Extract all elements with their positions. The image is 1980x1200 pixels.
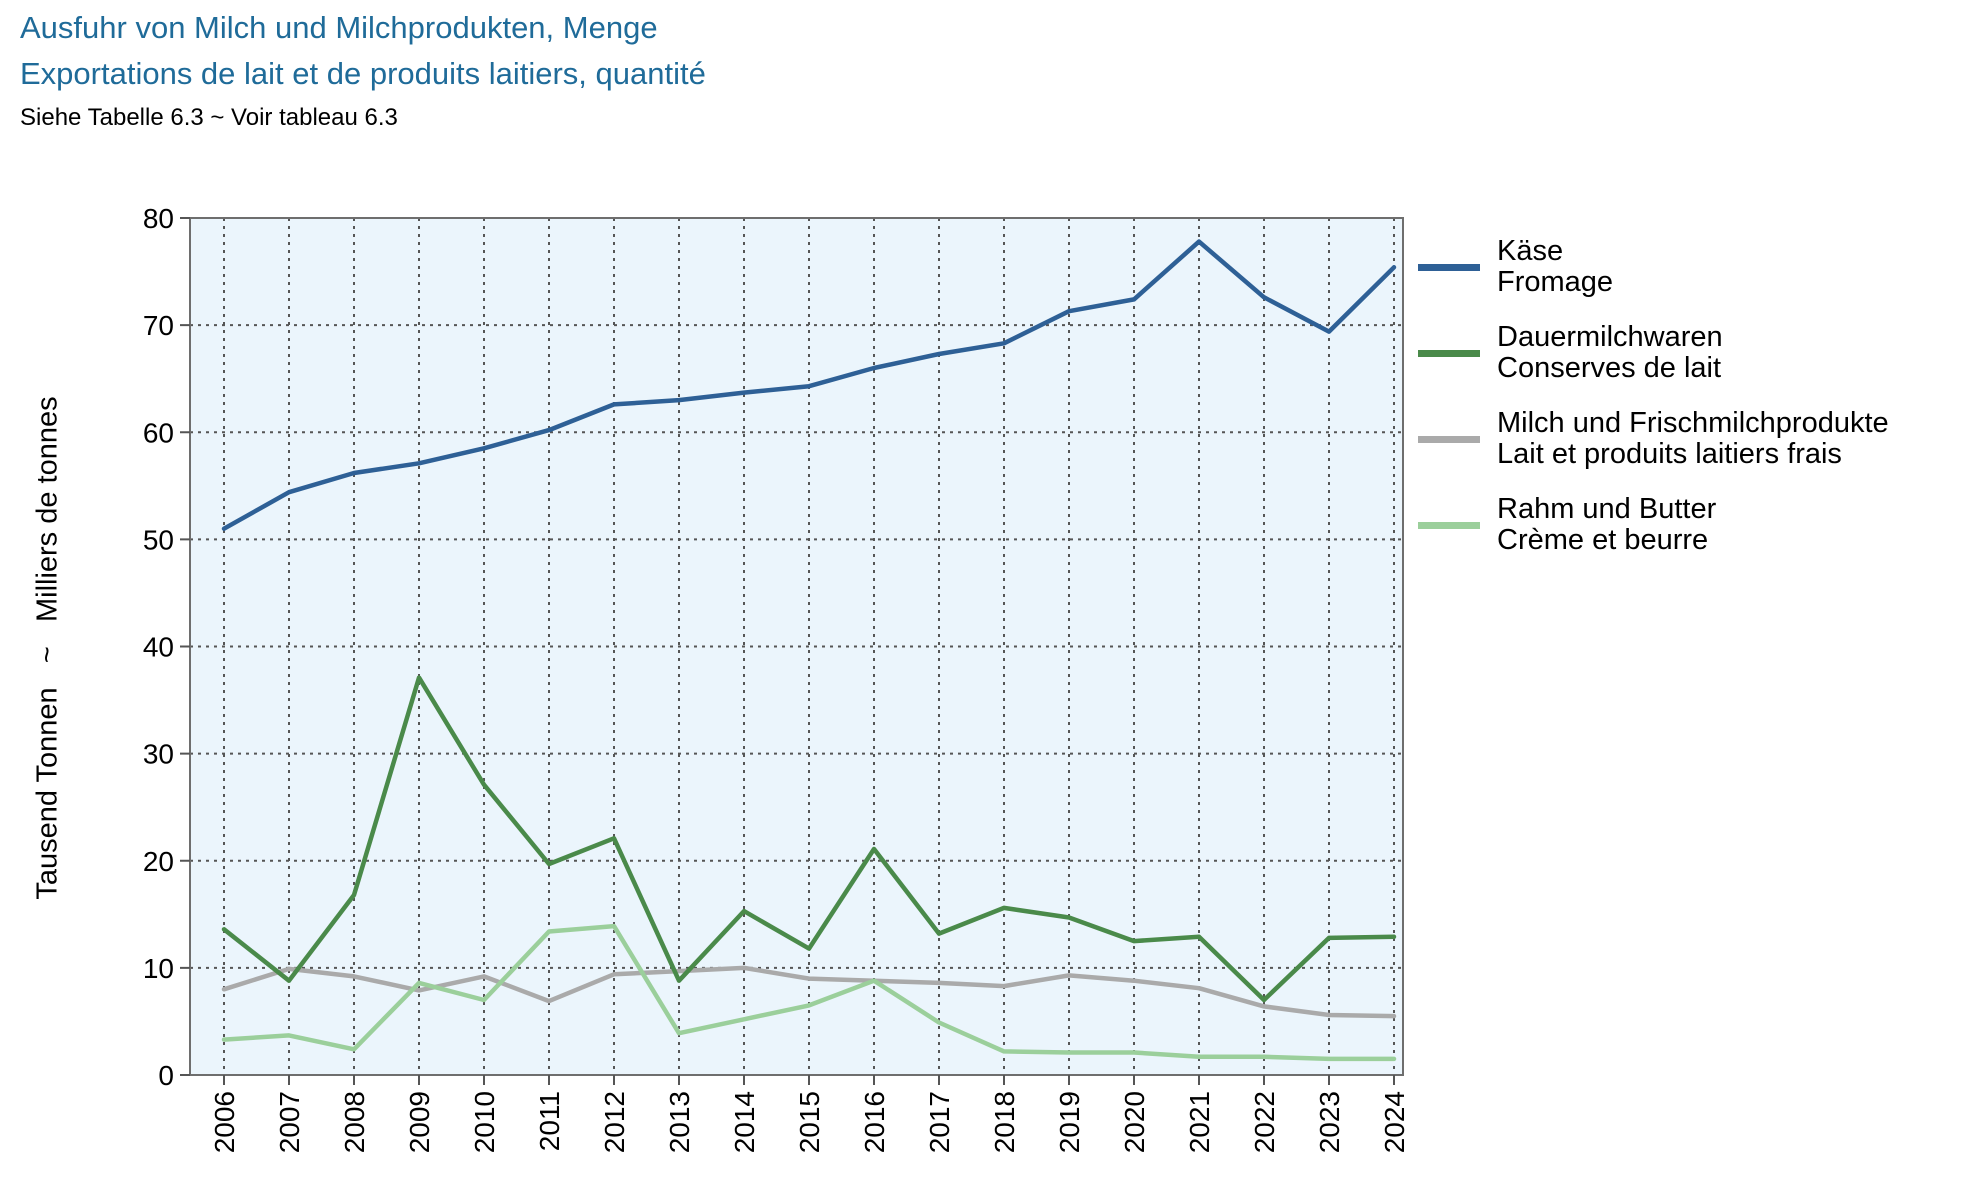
x-tick-label: 2008 — [339, 1091, 370, 1153]
x-tick-label: 2020 — [1119, 1091, 1150, 1153]
x-tick-label: 2024 — [1379, 1091, 1410, 1153]
x-tick-label: 2017 — [924, 1091, 955, 1153]
x-tick-label: 2019 — [1054, 1091, 1085, 1153]
x-tick-label: 2023 — [1314, 1091, 1345, 1153]
y-tick-label: 70 — [143, 310, 174, 341]
chart-subtitle: Siehe Tabelle 6.3 ~ Voir tableau 6.3 — [20, 104, 398, 131]
x-tick-label: 2007 — [274, 1091, 305, 1153]
legend-label-fr: Lait et produits laitiers frais — [1497, 438, 1842, 470]
legend-swatch — [1418, 264, 1480, 271]
y-tick-label: 50 — [143, 524, 174, 555]
x-tick-label: 2011 — [534, 1091, 565, 1151]
series-line-1 — [221, 239, 1397, 531]
x-tick-label: 2022 — [1249, 1091, 1280, 1153]
y-tick-label: 40 — [143, 632, 174, 663]
y-tick-label: 20 — [143, 846, 174, 877]
legend-label: Käse — [1497, 235, 1564, 267]
legend-swatch — [1418, 350, 1480, 357]
plot-area — [190, 218, 1403, 1075]
series-lines — [221, 239, 1397, 1062]
chart-title-fr: Exportations de lait et de produits lait… — [20, 56, 706, 91]
x-tick-label: 2014 — [729, 1091, 760, 1153]
legend-label: Milch und Frischmilchprodukte — [1497, 407, 1889, 439]
y-tick-label: 80 — [143, 203, 174, 234]
y-tick-label: 30 — [143, 739, 174, 770]
x-tick-label: 2021 — [1184, 1091, 1215, 1153]
axes: 0 10 20 30 40 50 60 70 80 2006 2007 2008 2009 2010 201… — [143, 203, 1410, 1153]
legend-swatch — [1418, 436, 1480, 443]
y-tick-label: 60 — [143, 417, 174, 448]
chart-title: Ausfuhr von Milch und Milchprodukten, Me… — [20, 10, 658, 45]
x-tick-label: 2018 — [989, 1091, 1020, 1153]
series-line-4 — [221, 923, 1397, 1062]
series-line-3 — [221, 965, 1397, 1019]
legend-swatch — [1418, 522, 1480, 529]
x-tick-label: 2015 — [794, 1091, 825, 1153]
y-axis-label: Tausend Tonnen ~ Milliers de tonnes — [31, 396, 64, 900]
legend-label: Rahm und Butter — [1497, 493, 1717, 525]
series-line-2 — [221, 675, 1397, 1003]
x-tick-label: 2013 — [664, 1091, 695, 1153]
x-tick-label: 2010 — [469, 1091, 500, 1153]
grid — [190, 217, 1403, 1076]
x-tick-label: 2006 — [209, 1091, 240, 1153]
x-tick-label: 2009 — [404, 1091, 435, 1153]
x-tick-label: 2012 — [599, 1091, 630, 1153]
y-tick-label: 10 — [143, 953, 174, 984]
legend-label-fr: Crème et beurre — [1497, 524, 1709, 556]
x-tick-label: 2016 — [859, 1091, 890, 1153]
legend-label-fr: Conserves de lait — [1497, 352, 1722, 384]
legend-label-fr: Fromage — [1497, 266, 1614, 298]
legend-label: Dauermilchwaren — [1497, 321, 1723, 353]
y-tick-label: 0 — [158, 1060, 174, 1091]
